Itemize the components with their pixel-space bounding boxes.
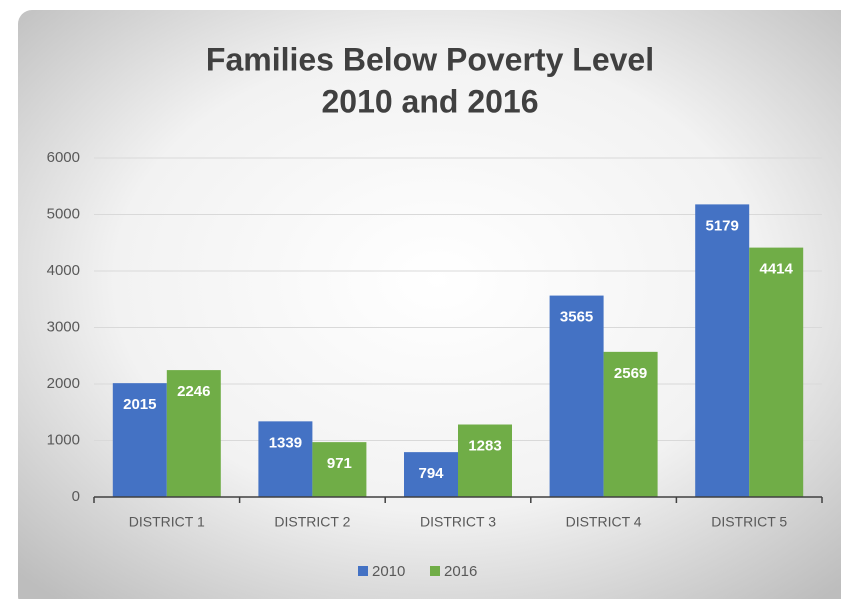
chart-subtitle: 2010 and 2016 [321, 83, 538, 119]
x-tick-label: DISTRICT 1 [129, 514, 205, 530]
y-tick-label: 6000 [47, 149, 80, 166]
data-label: 1339 [269, 434, 302, 451]
bar [312, 442, 367, 497]
y-tick-label: 3000 [47, 318, 80, 335]
bar [603, 351, 658, 497]
bar [112, 383, 167, 497]
bar [695, 204, 750, 497]
bar [749, 247, 804, 497]
data-label: 794 [418, 465, 444, 482]
legend-swatch [358, 566, 368, 576]
legend-label: 2010 [372, 563, 405, 580]
x-tick-label: DISTRICT 5 [711, 514, 787, 530]
y-tick-label: 1000 [47, 431, 80, 448]
legend-label: 2016 [444, 563, 477, 580]
data-label: 4414 [760, 261, 794, 278]
x-tick-label: DISTRICT 2 [274, 514, 350, 530]
legend-swatch [430, 566, 440, 576]
bar [458, 424, 512, 497]
bar [404, 452, 458, 497]
data-label: 971 [327, 455, 352, 472]
data-label: 2015 [123, 396, 156, 413]
chart-title: Families Below Poverty Level [206, 41, 654, 77]
data-label: 2569 [614, 365, 647, 382]
x-tick-label: DISTRICT 3 [420, 514, 496, 530]
data-label: 1283 [468, 437, 501, 454]
data-label: 3565 [560, 309, 593, 326]
bar [166, 370, 221, 497]
y-tick-label: 5000 [47, 205, 80, 222]
y-tick-label: 2000 [47, 375, 80, 392]
x-tick-label: DISTRICT 4 [566, 514, 642, 530]
bar [549, 295, 604, 497]
data-label: 2246 [177, 383, 210, 400]
data-label: 5179 [706, 217, 739, 234]
y-tick-label: 0 [72, 488, 80, 505]
bar [258, 421, 313, 497]
y-tick-label: 4000 [47, 262, 80, 279]
